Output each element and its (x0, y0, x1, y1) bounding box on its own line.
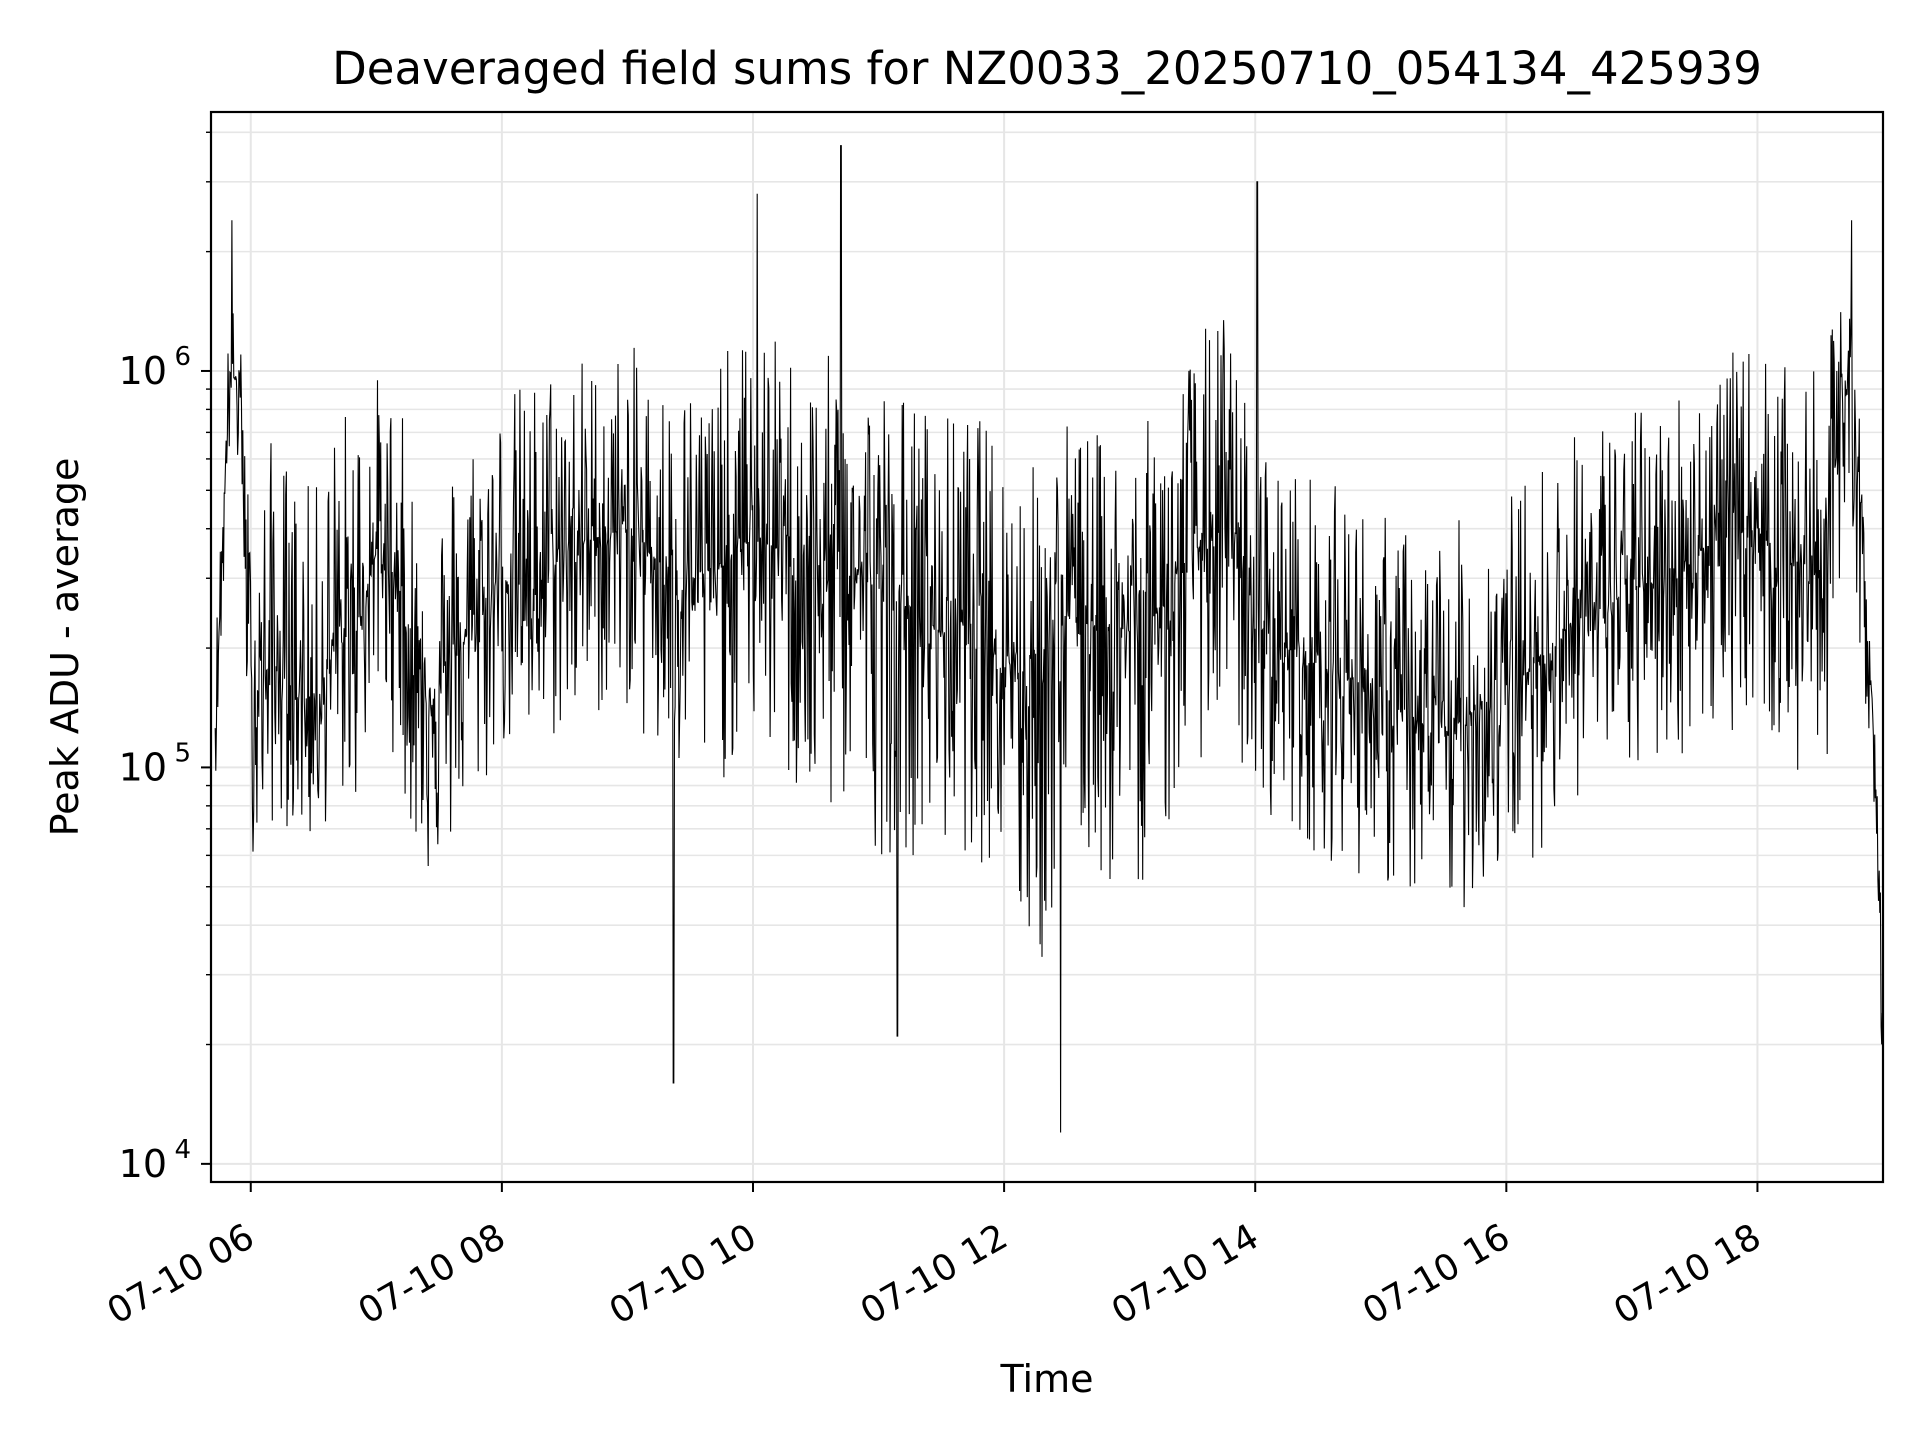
chart-title: Deaveraged field sums for NZ0033_2025071… (332, 42, 1762, 95)
x-axis-label: Time (1000, 1357, 1094, 1401)
y-tick-label-exponent: 6 (174, 342, 191, 372)
y-tick-label: 10 (119, 349, 167, 393)
y-axis-label: Peak ADU - average (43, 458, 87, 837)
plot-frame (209, 110, 1885, 1184)
series-line (214, 145, 1884, 1133)
y-tick-label: 10 (119, 745, 167, 789)
data-series (214, 145, 1884, 1133)
y-tick-label-exponent: 5 (174, 738, 191, 768)
y-tick-label: 10 (119, 1142, 167, 1186)
y-tick-label-exponent: 4 (174, 1135, 191, 1165)
